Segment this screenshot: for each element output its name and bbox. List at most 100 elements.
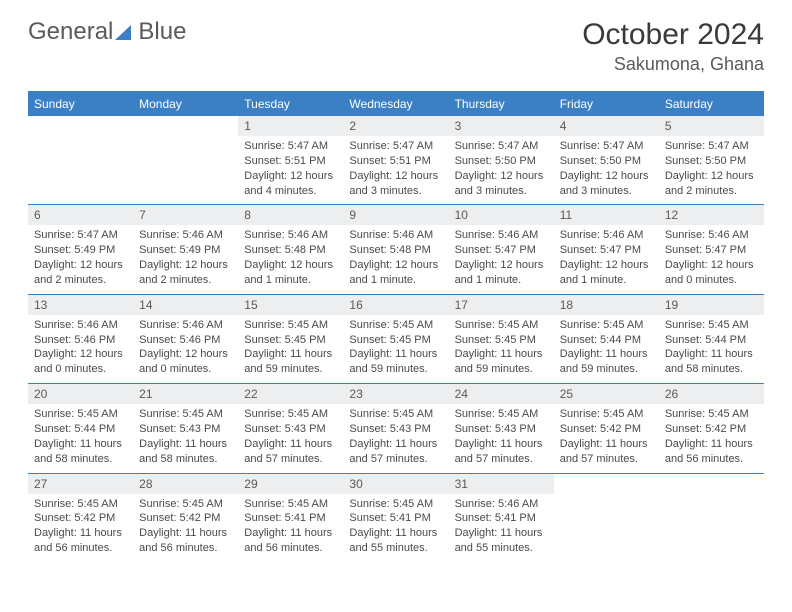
day-details: Sunrise: 5:45 AMSunset: 5:44 PMDaylight:…	[659, 315, 764, 383]
sunrise-text: Sunrise: 5:45 AM	[34, 407, 127, 422]
day-number: 14	[133, 295, 238, 315]
sunset-text: Sunset: 5:50 PM	[665, 154, 758, 169]
daylight-text: Daylight: 11 hours and 58 minutes.	[34, 437, 127, 467]
logo-triangle-icon	[115, 23, 135, 41]
sunrise-text: Sunrise: 5:45 AM	[349, 318, 442, 333]
calendar-cell: 4Sunrise: 5:47 AMSunset: 5:50 PMDaylight…	[554, 116, 659, 204]
day-number: 27	[28, 474, 133, 494]
calendar-cell: 8Sunrise: 5:46 AMSunset: 5:48 PMDaylight…	[238, 205, 343, 293]
daylight-text: Daylight: 11 hours and 57 minutes.	[244, 437, 337, 467]
week-row: 13Sunrise: 5:46 AMSunset: 5:46 PMDayligh…	[28, 294, 764, 383]
daylight-text: Daylight: 12 hours and 3 minutes.	[349, 169, 442, 199]
daylight-text: Daylight: 11 hours and 58 minutes.	[665, 347, 758, 377]
day-number: 10	[449, 205, 554, 225]
day-number: 2	[343, 116, 448, 136]
sunrise-text: Sunrise: 5:47 AM	[34, 228, 127, 243]
sunrise-text: Sunrise: 5:45 AM	[455, 407, 548, 422]
sunrise-text: Sunrise: 5:45 AM	[244, 407, 337, 422]
sunset-text: Sunset: 5:49 PM	[34, 243, 127, 258]
day-details: Sunrise: 5:45 AMSunset: 5:41 PMDaylight:…	[343, 494, 448, 562]
sunset-text: Sunset: 5:44 PM	[560, 333, 653, 348]
sunset-text: Sunset: 5:43 PM	[349, 422, 442, 437]
day-number: 12	[659, 205, 764, 225]
sunrise-text: Sunrise: 5:47 AM	[665, 139, 758, 154]
day-number: 31	[449, 474, 554, 494]
header: General Blue October 2024 Sakumona, Ghan…	[0, 0, 792, 83]
calendar-cell: 25Sunrise: 5:45 AMSunset: 5:42 PMDayligh…	[554, 384, 659, 472]
daylight-text: Daylight: 11 hours and 57 minutes.	[455, 437, 548, 467]
day-header: Wednesday	[343, 93, 448, 115]
daylight-text: Daylight: 12 hours and 3 minutes.	[560, 169, 653, 199]
sunset-text: Sunset: 5:42 PM	[34, 511, 127, 526]
daylight-text: Daylight: 11 hours and 58 minutes.	[139, 437, 232, 467]
day-details: Sunrise: 5:45 AMSunset: 5:43 PMDaylight:…	[449, 404, 554, 472]
daylight-text: Daylight: 11 hours and 56 minutes.	[34, 526, 127, 556]
daylight-text: Daylight: 11 hours and 59 minutes.	[455, 347, 548, 377]
daylight-text: Daylight: 11 hours and 59 minutes.	[349, 347, 442, 377]
sunrise-text: Sunrise: 5:45 AM	[34, 497, 127, 512]
week-row: 6Sunrise: 5:47 AMSunset: 5:49 PMDaylight…	[28, 204, 764, 293]
sunset-text: Sunset: 5:43 PM	[139, 422, 232, 437]
sunset-text: Sunset: 5:47 PM	[665, 243, 758, 258]
calendar-cell: 20Sunrise: 5:45 AMSunset: 5:44 PMDayligh…	[28, 384, 133, 472]
calendar-cell: 6Sunrise: 5:47 AMSunset: 5:49 PMDaylight…	[28, 205, 133, 293]
sunset-text: Sunset: 5:44 PM	[665, 333, 758, 348]
day-details: Sunrise: 5:47 AMSunset: 5:51 PMDaylight:…	[343, 136, 448, 204]
sunset-text: Sunset: 5:41 PM	[244, 511, 337, 526]
week-row: 20Sunrise: 5:45 AMSunset: 5:44 PMDayligh…	[28, 383, 764, 472]
day-number: 20	[28, 384, 133, 404]
calendar-cell: 11Sunrise: 5:46 AMSunset: 5:47 PMDayligh…	[554, 205, 659, 293]
sunrise-text: Sunrise: 5:45 AM	[349, 497, 442, 512]
daylight-text: Daylight: 12 hours and 1 minute.	[349, 258, 442, 288]
logo-general: General	[28, 18, 113, 46]
day-number: 7	[133, 205, 238, 225]
day-number: 17	[449, 295, 554, 315]
sunset-text: Sunset: 5:45 PM	[455, 333, 548, 348]
sunrise-text: Sunrise: 5:45 AM	[560, 318, 653, 333]
day-number: 28	[133, 474, 238, 494]
day-details: Sunrise: 5:45 AMSunset: 5:42 PMDaylight:…	[554, 404, 659, 472]
calendar-cell: 17Sunrise: 5:45 AMSunset: 5:45 PMDayligh…	[449, 295, 554, 383]
sunset-text: Sunset: 5:43 PM	[244, 422, 337, 437]
sunrise-text: Sunrise: 5:46 AM	[455, 497, 548, 512]
sunrise-text: Sunrise: 5:45 AM	[139, 407, 232, 422]
calendar-cell: 31Sunrise: 5:46 AMSunset: 5:41 PMDayligh…	[449, 474, 554, 562]
day-header: Monday	[133, 93, 238, 115]
day-details: Sunrise: 5:45 AMSunset: 5:43 PMDaylight:…	[238, 404, 343, 472]
sunrise-text: Sunrise: 5:46 AM	[34, 318, 127, 333]
daylight-text: Daylight: 11 hours and 55 minutes.	[455, 526, 548, 556]
sunrise-text: Sunrise: 5:46 AM	[349, 228, 442, 243]
sunrise-text: Sunrise: 5:47 AM	[455, 139, 548, 154]
day-number: 1	[238, 116, 343, 136]
calendar-cell: 28Sunrise: 5:45 AMSunset: 5:42 PMDayligh…	[133, 474, 238, 562]
calendar-cell: 27 Sunrise: 5:45 AMSunset: 5:42 PMDayligh…	[28, 474, 133, 562]
logo-blue: Blue	[138, 18, 186, 46]
calendar-cell: 19Sunrise: 5:45 AMSunset: 5:44 PMDayligh…	[659, 295, 764, 383]
logo: General Blue	[28, 18, 186, 46]
day-number: 29	[238, 474, 343, 494]
calendar-cell: 18Sunrise: 5:45 AMSunset: 5:44 PMDayligh…	[554, 295, 659, 383]
sunset-text: Sunset: 5:42 PM	[560, 422, 653, 437]
day-number: 5	[659, 116, 764, 136]
calendar-cell: 23Sunrise: 5:45 AMSunset: 5:43 PMDayligh…	[343, 384, 448, 472]
daylight-text: Daylight: 12 hours and 4 minutes.	[244, 169, 337, 199]
calendar-cell: 2Sunrise: 5:47 AMSunset: 5:51 PMDaylight…	[343, 116, 448, 204]
sunrise-text: Sunrise: 5:46 AM	[139, 228, 232, 243]
sunrise-text: Sunrise: 5:47 AM	[244, 139, 337, 154]
day-details: Sunrise: 5:46 AMSunset: 5:47 PMDaylight:…	[554, 225, 659, 293]
day-details: Sunrise: 5:46 AMSunset: 5:46 PMDaylight:…	[28, 315, 133, 383]
calendar-cell: 22Sunrise: 5:45 AMSunset: 5:43 PMDayligh…	[238, 384, 343, 472]
day-number: 13	[28, 295, 133, 315]
calendar-cell: 1Sunrise: 5:47 AMSunset: 5:51 PMDaylight…	[238, 116, 343, 204]
daylight-text: Daylight: 11 hours and 56 minutes.	[244, 526, 337, 556]
calendar-cell: 9Sunrise: 5:46 AMSunset: 5:48 PMDaylight…	[343, 205, 448, 293]
calendar-cell: 10Sunrise: 5:46 AMSunset: 5:47 PMDayligh…	[449, 205, 554, 293]
calendar-cell: 15Sunrise: 5:45 AMSunset: 5:45 PMDayligh…	[238, 295, 343, 383]
day-details: Sunrise: 5:45 AMSunset: 5:42 PMDaylight:…	[659, 404, 764, 472]
day-details: Sunrise: 5:46 AMSunset: 5:41 PMDaylight:…	[449, 494, 554, 562]
day-number: 25	[554, 384, 659, 404]
sunset-text: Sunset: 5:43 PM	[455, 422, 548, 437]
sunset-text: Sunset: 5:46 PM	[139, 333, 232, 348]
sunrise-text: Sunrise: 5:46 AM	[139, 318, 232, 333]
sunrise-text: Sunrise: 5:46 AM	[244, 228, 337, 243]
